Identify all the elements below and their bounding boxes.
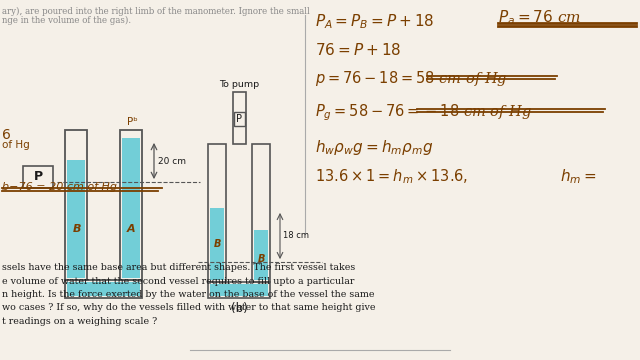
Bar	[210, 208, 224, 280]
Bar	[67, 282, 140, 296]
Bar	[254, 230, 268, 280]
Bar	[210, 284, 268, 296]
Text: $h_m =$: $h_m =$	[560, 167, 596, 186]
Bar	[65, 280, 142, 298]
Text: $76 = P + 18$: $76 = P + 18$	[315, 42, 401, 58]
Bar	[234, 112, 245, 126]
Text: $13.6 \times 1 = h_m \times 13.6,$: $13.6 \times 1 = h_m \times 13.6,$	[315, 167, 468, 186]
Text: wo cases ? If so, why do the vessels filled with water to that same height give: wo cases ? If so, why do the vessels fil…	[2, 303, 376, 312]
Text: e volume of water that the second vessel requires to fill upto a particular: e volume of water that the second vessel…	[2, 276, 355, 285]
Text: $P_A = P_B = P + 18$: $P_A = P_B = P + 18$	[315, 12, 435, 31]
Text: n height. Is the force exerted by the water on the base of the vessel the same: n height. Is the force exerted by the wa…	[2, 290, 374, 299]
Text: nge in the volume of the gas).: nge in the volume of the gas).	[2, 16, 131, 25]
Bar	[208, 144, 226, 282]
Text: of Hg: of Hg	[2, 140, 29, 150]
Text: P: P	[33, 171, 43, 184]
Text: B: B	[73, 224, 81, 234]
Text: ssels have the same base area but different shapes. The first vessel takes: ssels have the same base area but differ…	[2, 263, 355, 272]
Text: $p = 76 - 18 = 58$ cm of Hg: $p = 76 - 18 = 58$ cm of Hg	[315, 69, 508, 88]
Text: $P_a = 76$ cm: $P_a = 76$ cm	[498, 8, 581, 27]
Bar	[122, 138, 140, 278]
Text: b−76 = 20 cm of Hg: b−76 = 20 cm of Hg	[2, 182, 117, 192]
Text: $h_w \rho_w g = h_m \rho_m g$: $h_w \rho_w g = h_m \rho_m g$	[315, 138, 433, 157]
Text: 20 cm: 20 cm	[158, 157, 186, 166]
Text: B: B	[213, 239, 221, 249]
Text: Pᵇ: Pᵇ	[127, 117, 138, 127]
Bar	[23, 166, 53, 188]
Text: 18 cm: 18 cm	[283, 231, 309, 240]
Text: B: B	[257, 254, 265, 264]
Bar	[233, 92, 246, 144]
Text: (b): (b)	[230, 302, 248, 315]
Text: P: P	[236, 114, 242, 124]
Text: $P_g = 58 - 76 = -18$ cm of Hg: $P_g = 58 - 76 = -18$ cm of Hg	[315, 102, 532, 123]
Text: t readings on a weighing scale ?: t readings on a weighing scale ?	[2, 317, 157, 326]
Text: 6: 6	[2, 128, 11, 142]
Bar	[65, 130, 87, 280]
Text: A: A	[127, 224, 135, 234]
Bar	[208, 282, 270, 298]
Text: ary), are poured into the right limb of the manometer. Ignore the small: ary), are poured into the right limb of …	[2, 7, 310, 16]
Bar	[252, 144, 270, 282]
Bar	[67, 160, 85, 278]
Bar	[120, 130, 142, 280]
Text: To pump: To pump	[219, 80, 259, 89]
